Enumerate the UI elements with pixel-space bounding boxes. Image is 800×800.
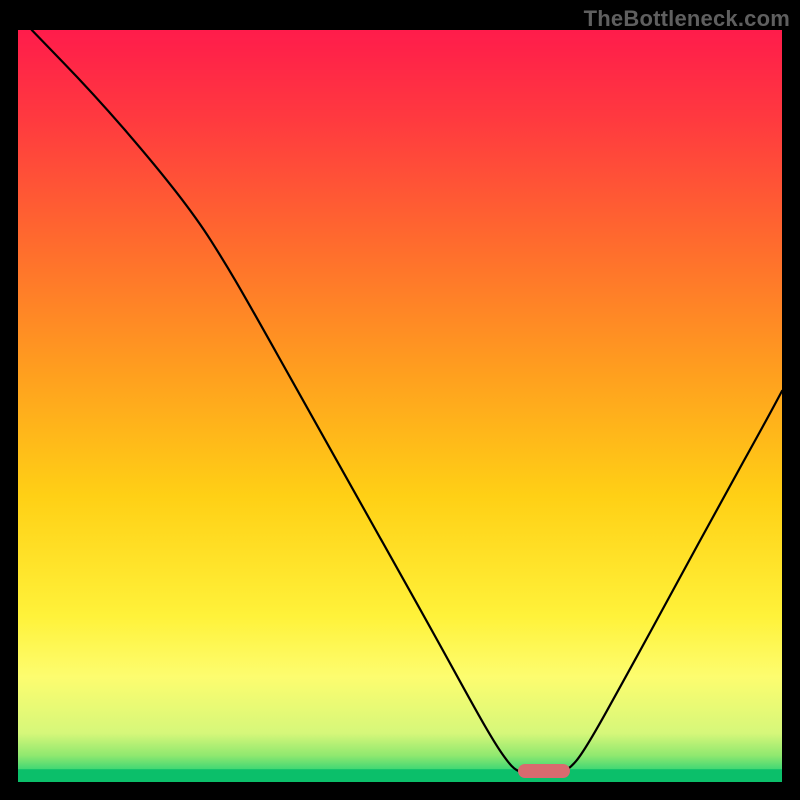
plot-svg [18, 30, 782, 782]
gradient-background [18, 30, 782, 782]
chart-frame: { "watermark": { "text": "TheBottleneck.… [0, 0, 800, 800]
bottleneck-plot [18, 30, 782, 782]
optimal-marker [518, 764, 570, 778]
baseline-band [18, 769, 782, 782]
watermark-text: TheBottleneck.com [584, 6, 790, 32]
